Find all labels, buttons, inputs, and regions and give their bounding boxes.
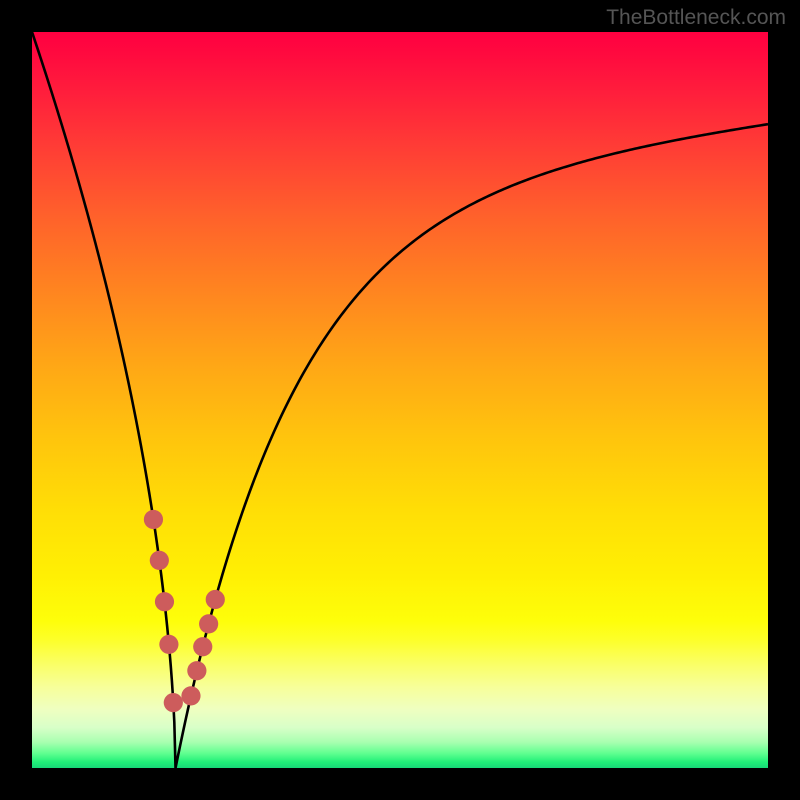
- bottleneck-chart-svg: [0, 0, 800, 800]
- highlight-marker: [164, 693, 183, 712]
- highlight-marker: [155, 592, 174, 611]
- highlight-marker: [150, 551, 169, 570]
- plot-background-gradient: [32, 32, 768, 768]
- highlight-marker: [199, 614, 218, 633]
- highlight-marker: [144, 510, 163, 529]
- highlight-marker: [181, 686, 200, 705]
- watermark-text: TheBottleneck.com: [606, 6, 786, 30]
- highlight-marker: [187, 661, 206, 680]
- chart-frame: TheBottleneck.com: [0, 0, 800, 800]
- highlight-marker: [193, 637, 212, 656]
- highlight-marker: [159, 635, 178, 654]
- highlight-marker: [206, 590, 225, 609]
